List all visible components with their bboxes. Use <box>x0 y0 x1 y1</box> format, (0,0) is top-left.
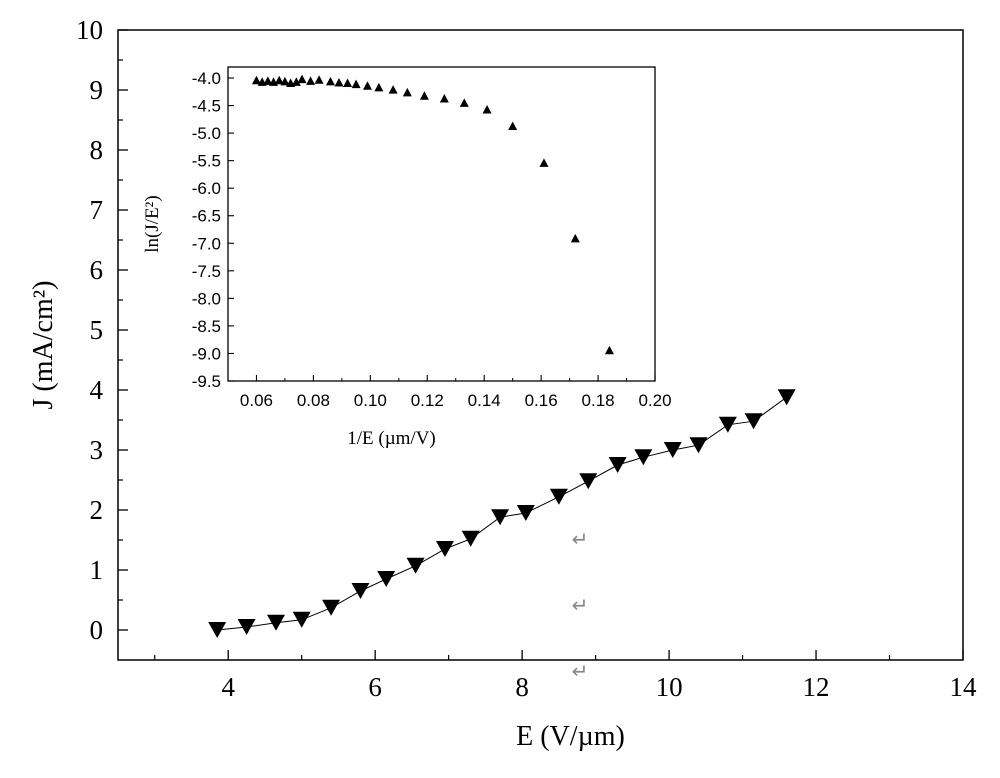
inset-x-tick-label: 0.10 <box>354 391 387 410</box>
main-y-tick-label: 4 <box>90 375 104 405</box>
main-data-point <box>744 413 763 430</box>
main-data-point <box>237 619 256 635</box>
inset-data-point <box>263 76 273 85</box>
main-data-point <box>579 473 598 490</box>
inset-data-point <box>459 98 469 107</box>
inset-y-tick-label: -5.0 <box>192 124 221 143</box>
inset-data-point <box>251 75 261 85</box>
inset-data-point <box>325 76 335 86</box>
inset-y-axis-label: ln(J/E²) <box>142 195 163 252</box>
inset-data-point <box>362 81 372 90</box>
main-data-point <box>406 557 425 574</box>
inset-data-point <box>570 233 580 243</box>
inset-y-tick-label: -8.0 <box>192 289 221 308</box>
main-data-point <box>266 614 285 631</box>
inset-data-point <box>306 76 316 85</box>
inset-x-tick-label: 0.12 <box>411 391 444 410</box>
main-x-tick-label: 8 <box>515 672 529 702</box>
inset-y-tick-label: -4.5 <box>192 97 221 116</box>
inset-y-tick-label: -6.5 <box>192 207 221 226</box>
inset-x-tick-label: 0.16 <box>525 391 558 410</box>
inset-data-point <box>439 93 449 103</box>
inset-y-tick-label: -9.0 <box>192 344 221 363</box>
main-x-tick-label: 14 <box>950 672 978 702</box>
inset-data-point <box>374 82 384 92</box>
main-data-point <box>516 505 535 521</box>
main-x-tick-label: 10 <box>656 672 683 702</box>
main-y-tick-label: 9 <box>90 75 104 105</box>
inset-data-point <box>604 345 614 355</box>
main-x-tick-label: 6 <box>368 672 382 702</box>
main-y-tick-label: 3 <box>90 435 104 465</box>
main-data-point <box>689 437 708 454</box>
main-data-point <box>718 416 737 433</box>
main-y-tick-label: 6 <box>90 255 104 285</box>
inset-data-point <box>419 91 429 100</box>
main-data-point <box>292 611 311 628</box>
main-x-tick-label: 4 <box>221 672 235 702</box>
main-data-point <box>377 571 396 587</box>
inset-x-axis-label: 1/E (µm/V) <box>347 428 436 449</box>
inset-y-tick-label: -5.5 <box>192 152 221 171</box>
inset-data-point <box>297 74 307 84</box>
main-data-point <box>634 449 653 466</box>
main-data-point <box>491 509 510 526</box>
annotation-mark: ↵ <box>572 593 589 617</box>
main-y-tick-label: 2 <box>90 495 104 525</box>
main-data-point <box>208 622 227 638</box>
main-data-point <box>435 541 454 557</box>
annotation-mark: ↵ <box>572 527 589 551</box>
main-data-point <box>351 583 370 599</box>
inset-data-point <box>508 121 518 130</box>
main-data-point <box>608 457 627 473</box>
main-y-axis-label: J (mA/cm²) <box>28 281 59 410</box>
inset-data-point <box>334 77 344 87</box>
main-y-tick-label: 7 <box>90 195 104 225</box>
annotation-mark: ↵ <box>572 659 589 683</box>
main-data-point <box>549 488 568 505</box>
inset-data-point <box>351 79 361 89</box>
inset-x-tick-label: 0.06 <box>240 391 273 410</box>
inset-data-point <box>291 77 301 86</box>
inset-x-tick-label: 0.14 <box>468 391 501 410</box>
inset-data-point <box>482 104 492 114</box>
main-y-tick-label: 0 <box>90 615 104 645</box>
main-x-axis-label: E (V/µm) <box>516 721 625 752</box>
inset-y-tick-label: -9.5 <box>192 372 221 391</box>
main-data-point <box>461 530 480 547</box>
main-data-point <box>663 442 682 458</box>
inset-data-point <box>274 75 284 85</box>
inset-data-point <box>343 78 353 88</box>
inset-plot-frame <box>227 66 656 382</box>
main-y-tick-label: 10 <box>76 15 103 45</box>
main-x-tick-label: 12 <box>803 672 830 702</box>
main-y-tick-label: 1 <box>90 555 104 585</box>
inset-y-tick-label: -7.0 <box>192 234 221 253</box>
inset-y-tick-label: -7.5 <box>192 262 221 281</box>
main-data-point <box>322 599 341 616</box>
inset-x-tick-label: 0.08 <box>297 391 330 410</box>
inset-y-tick-label: -8.5 <box>192 317 221 336</box>
main-y-tick-label: 5 <box>90 315 104 345</box>
inset-y-tick-label: -6.0 <box>192 179 221 198</box>
inset-data-point <box>314 75 324 84</box>
inset-data-point <box>402 87 412 97</box>
inset-x-tick-label: 0.20 <box>638 391 671 410</box>
inset-data-point <box>539 158 549 167</box>
inset-x-tick-label: 0.18 <box>582 391 615 410</box>
inset-data-point <box>388 85 398 94</box>
inset-y-tick-label: -4.0 <box>192 69 221 88</box>
main-plot-frame <box>117 29 964 661</box>
main-data-point <box>777 389 796 406</box>
inset-chart: 0.06 0.08 0.10 0.12 0.14 0.16 0.18 0.20 -4.0 -4.5… <box>142 66 672 449</box>
main-y-tick-label: 8 <box>90 135 104 165</box>
inset-data-point <box>280 76 290 86</box>
